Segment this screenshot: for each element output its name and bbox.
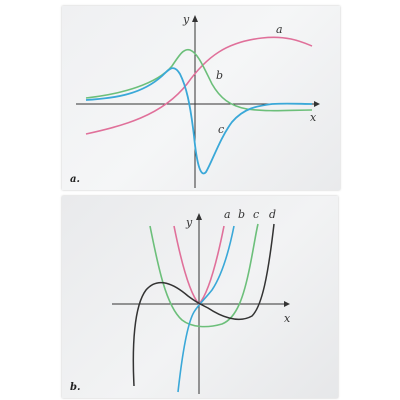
curve-label-d: d <box>269 208 276 221</box>
curve-c <box>85 67 313 175</box>
x-axis-arrow <box>314 101 320 107</box>
axis-y-label-b: y <box>185 216 193 229</box>
photo-panel-b: x y a b c d b. <box>62 196 338 398</box>
panel-label-b: b. <box>70 382 80 393</box>
curve-label-c: c <box>218 123 224 136</box>
curve-b <box>177 225 235 393</box>
axis-x-label-b: x <box>284 312 291 325</box>
axis-y-label-a: y <box>182 13 190 26</box>
curve-b <box>85 48 313 112</box>
curve-label-b: b <box>216 69 223 82</box>
curve-a <box>85 36 313 135</box>
curve-d <box>132 223 275 387</box>
curve-label-a: a <box>224 208 231 221</box>
curve-label-b: b <box>238 208 245 221</box>
photo-panel-a: x y a b c a. <box>62 6 340 190</box>
curve-c <box>149 223 259 328</box>
axis-x-label-a: x <box>310 111 317 124</box>
y-axis-arrow <box>196 213 202 220</box>
y-axis-arrow <box>192 15 198 22</box>
x-axis-arrow <box>284 301 290 307</box>
graph-a: x y a b c a. <box>70 13 320 188</box>
panel-label-a: a. <box>70 174 80 185</box>
curve-label-c: c <box>253 208 259 221</box>
curve-label-a: a <box>276 23 283 36</box>
graph-b: x y a b c d b. <box>70 208 291 394</box>
